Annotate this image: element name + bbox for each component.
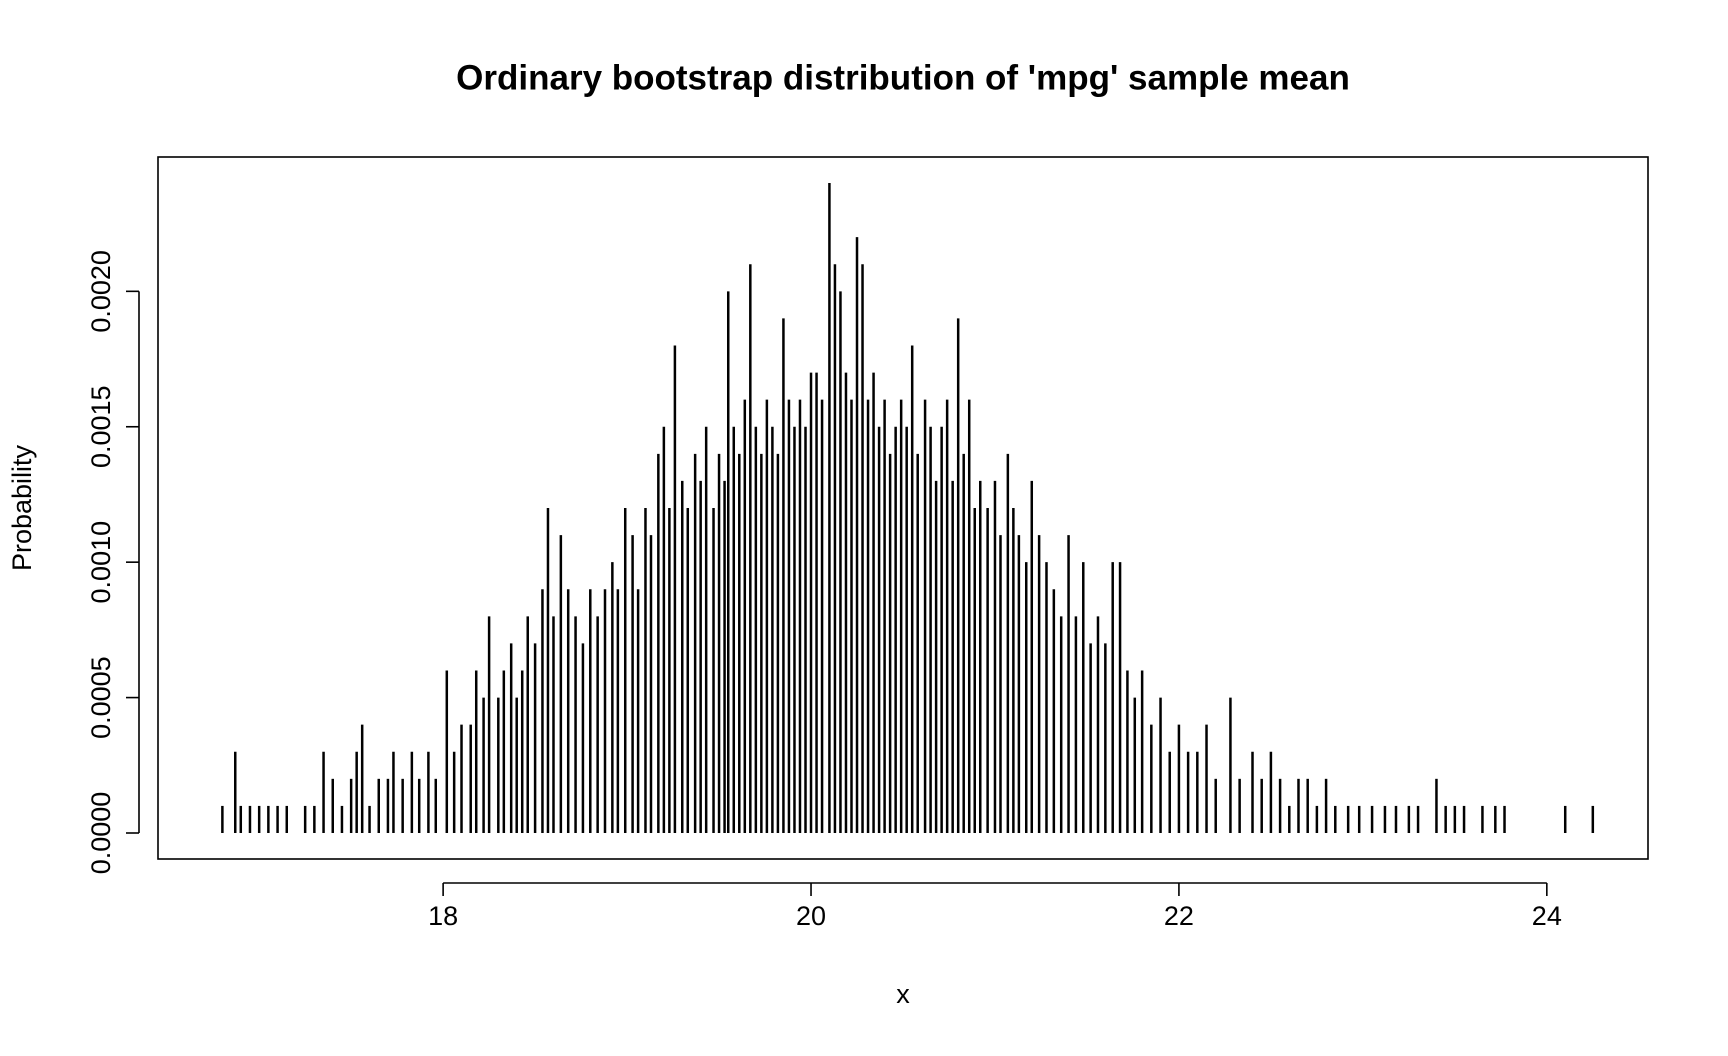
chart-title: Ordinary bootstrap distribution of 'mpg'… [456, 58, 1350, 97]
y-tick-label: 0.0020 [86, 250, 116, 333]
plot-box [157, 156, 1649, 860]
x-tick-label: 18 [428, 901, 458, 931]
x-tick-label: 22 [1164, 901, 1194, 931]
x-axis-label: x [896, 979, 910, 1009]
y-tick-label: 0.0015 [86, 385, 116, 468]
y-axis-label: Probability [7, 444, 37, 571]
y-tick-label: 0.0005 [86, 656, 116, 739]
y-tick-label: 0.0000 [86, 792, 116, 875]
x-tick-label: 20 [796, 901, 826, 931]
x-tick-label: 24 [1532, 901, 1562, 931]
y-tick-label: 0.0010 [86, 521, 116, 604]
